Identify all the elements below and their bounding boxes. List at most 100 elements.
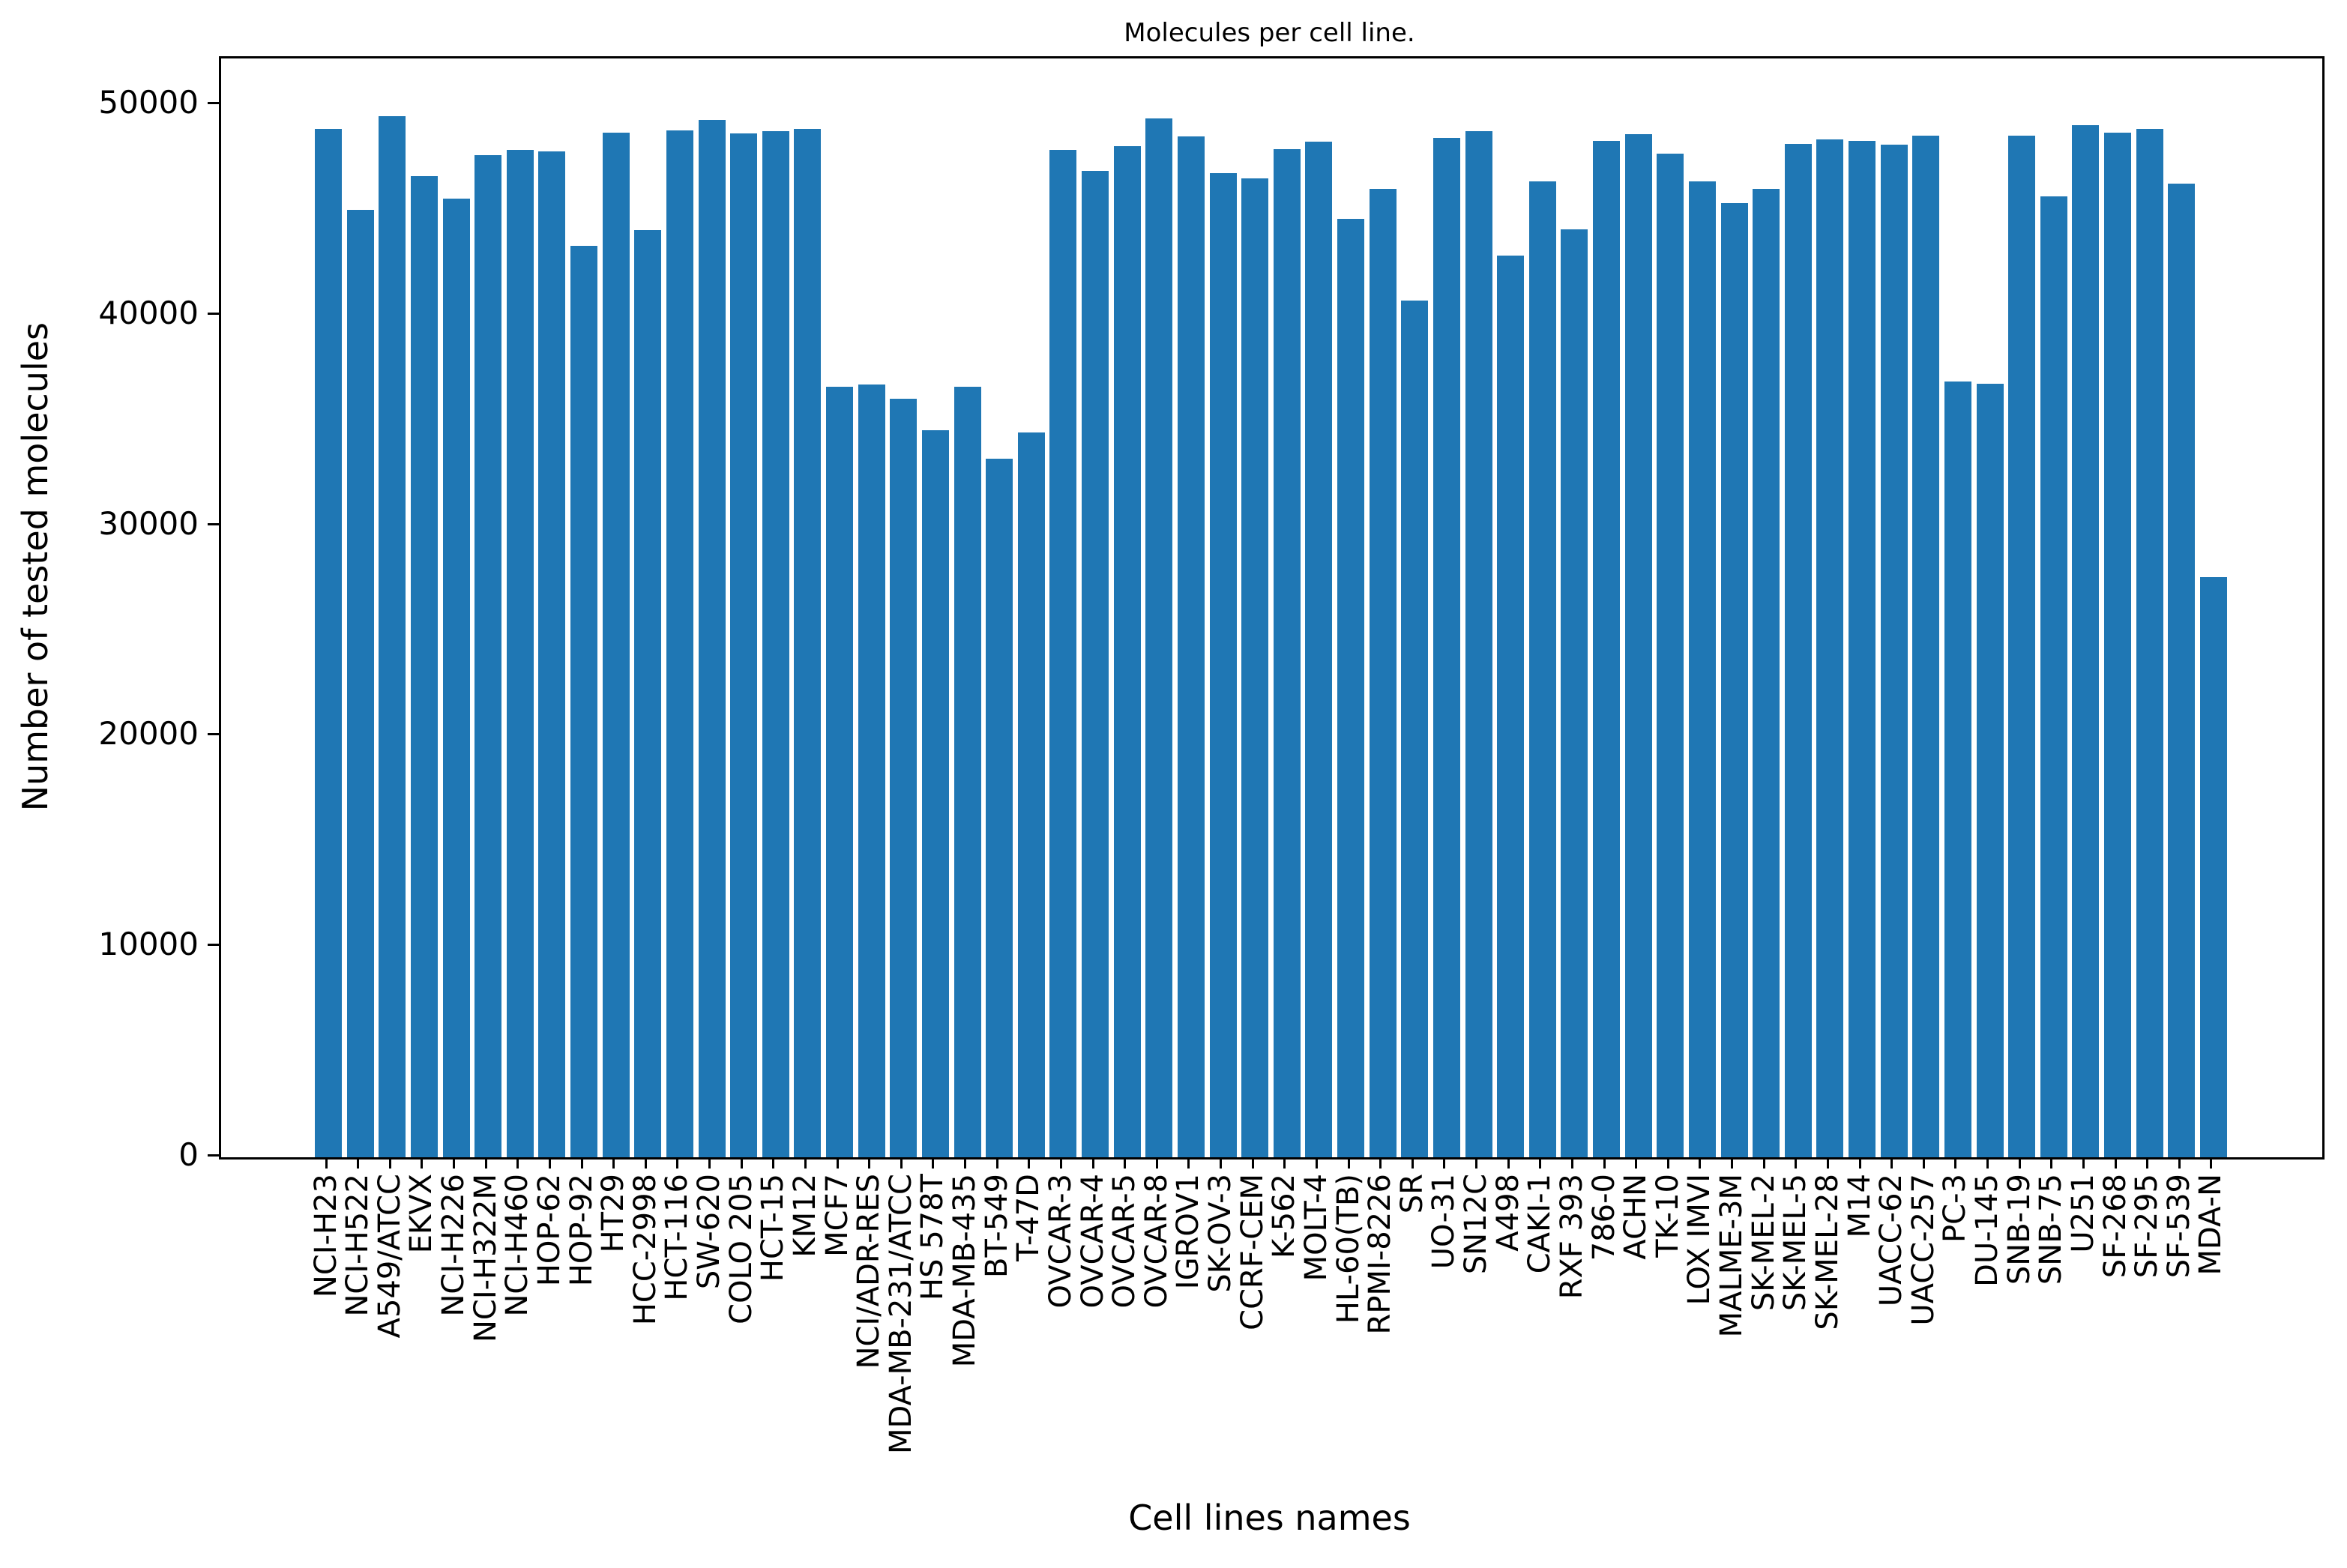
x-axis-label: Cell lines names [1128,1498,1411,1538]
x-tick-label: UO-31 [1426,1174,1461,1270]
bar [1816,139,1843,1157]
x-tick [2210,1157,2212,1169]
bar [379,116,406,1157]
chart-title: Molecules per cell line. [1124,18,1415,48]
x-tick [485,1157,487,1169]
x-tick [964,1157,966,1169]
x-tick-label: OVCAR-3 [1043,1174,1078,1309]
x-tick [996,1157,998,1169]
x-tick [2050,1157,2052,1169]
bar [730,133,757,1157]
x-tick-label: MDA-MB-435 [947,1174,982,1368]
x-tick-label: BT-549 [980,1174,1014,1278]
x-tick-label: SK-MEL-2 [1747,1174,1781,1312]
bar [507,150,534,1157]
bar [1241,178,1268,1157]
bar [1721,203,1748,1157]
x-tick [1827,1157,1829,1169]
x-tick [1699,1157,1701,1169]
bar [1210,173,1237,1157]
x-tick-label: HCT-116 [660,1174,694,1301]
x-tick-label: HT29 [596,1174,630,1253]
x-tick-label: EKVX [404,1174,439,1254]
x-tick-label: HCC-2998 [628,1174,663,1326]
bar [2072,125,2099,1157]
bar [1114,146,1141,1157]
x-tick [1156,1157,1158,1169]
x-tick-label: T-47D [1011,1174,1046,1261]
x-tick-label: RXF 393 [1555,1174,1589,1300]
x-tick [389,1157,391,1169]
x-tick-label: UACC-62 [1874,1174,1908,1307]
x-tick [516,1157,519,1169]
y-tick [208,1154,219,1157]
x-tick-label: DU-145 [1970,1174,2004,1287]
x-tick [1411,1157,1414,1169]
x-tick-label: PC-3 [1938,1174,1972,1243]
y-tick [208,523,219,525]
x-tick-label: RPMI-8226 [1363,1174,1397,1335]
y-tick-label: 50000 [98,84,199,121]
x-tick-label: HL-60(TB) [1331,1174,1366,1324]
x-tick-label: SK-MEL-5 [1778,1174,1813,1312]
y-tick-label: 40000 [98,295,199,331]
x-tick-label: NCI-H522 [340,1174,375,1317]
bar [1977,384,2004,1157]
x-tick [1475,1157,1477,1169]
x-tick-label: 786-0 [1587,1174,1621,1261]
x-tick-label: SNB-19 [2002,1174,2037,1285]
x-tick [453,1157,455,1169]
x-tick [1954,1157,1956,1169]
bar [1849,141,1876,1157]
x-tick [900,1157,903,1169]
bar [411,176,438,1157]
x-tick [2115,1157,2117,1169]
x-tick-label: MDA-MB-231/ATCC [884,1174,918,1454]
x-tick [932,1157,934,1169]
bar [1465,131,1492,1157]
bar [1593,141,1620,1157]
x-tick-label: HOP-92 [564,1174,599,1287]
x-tick [549,1157,551,1169]
x-tick [1635,1157,1637,1169]
x-tick-label: NCI-H226 [436,1174,471,1317]
x-tick [1986,1157,1989,1169]
x-tick [357,1157,359,1169]
x-tick [1507,1157,1510,1169]
x-tick [1060,1157,1062,1169]
x-tick [1890,1157,1893,1169]
x-tick-label: OVCAR-4 [1076,1174,1110,1309]
bar [1433,138,1460,1157]
x-tick-label: MALME-3M [1714,1174,1749,1338]
x-tick-label: MOLT-4 [1299,1174,1334,1282]
x-tick [325,1157,328,1169]
x-tick [1252,1157,1254,1169]
bar [1689,181,1716,1157]
x-tick-label: A498 [1491,1174,1525,1252]
bar [538,151,565,1157]
bar [699,120,726,1157]
bar [1305,142,1332,1157]
y-tick-label: 30000 [98,505,199,542]
x-tick-label: NCI-H460 [500,1174,534,1317]
bar [1561,229,1588,1157]
bar [603,133,630,1157]
bar [794,129,821,1157]
bar [1018,432,1045,1157]
x-tick [772,1157,774,1169]
bar [347,210,374,1157]
bar [826,387,853,1157]
x-tick [421,1157,423,1169]
x-tick-label: SF-539 [2162,1174,2196,1279]
x-tick-label: HOP-62 [532,1174,567,1287]
x-tick [1667,1157,1669,1169]
bar [1625,134,1652,1157]
bar [443,199,470,1157]
x-tick-label: OVCAR-5 [1107,1174,1142,1309]
bar [666,130,693,1157]
bar [315,129,342,1157]
bar [986,459,1013,1157]
bar [1753,189,1780,1157]
x-tick [1763,1157,1765,1169]
x-tick-label: NCI-H322M [469,1174,503,1343]
